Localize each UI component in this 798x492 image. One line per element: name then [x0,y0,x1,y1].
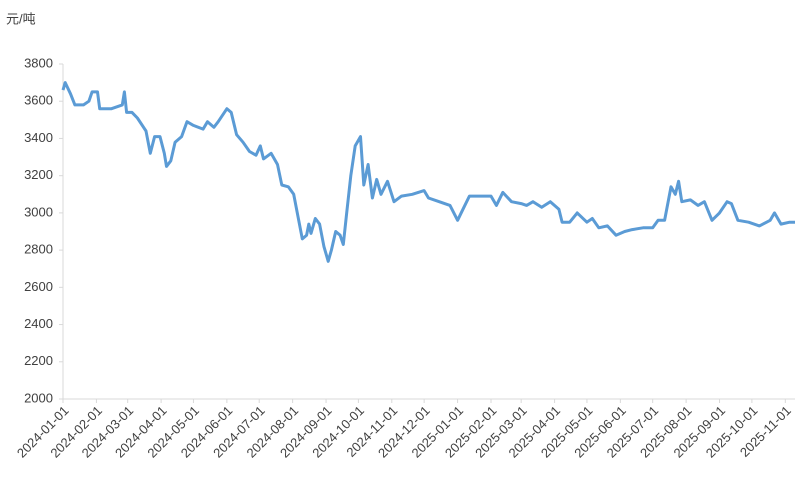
y-tick-label: 2400 [24,316,53,331]
y-tick-label: 3400 [24,130,53,145]
y-tick-label: 3200 [24,167,53,182]
price-line [61,81,795,263]
y-tick-label: 3000 [24,204,53,219]
y-tick-label: 3800 [24,55,53,70]
y-tick-label: 2600 [24,279,53,294]
y-tick-label: 2200 [24,353,53,368]
y-tick-label: 3600 [24,93,53,108]
y-tick-label: 2800 [24,242,53,257]
y-tick-label: 2000 [24,390,53,405]
y-axis-label: 元/吨 [6,11,36,26]
